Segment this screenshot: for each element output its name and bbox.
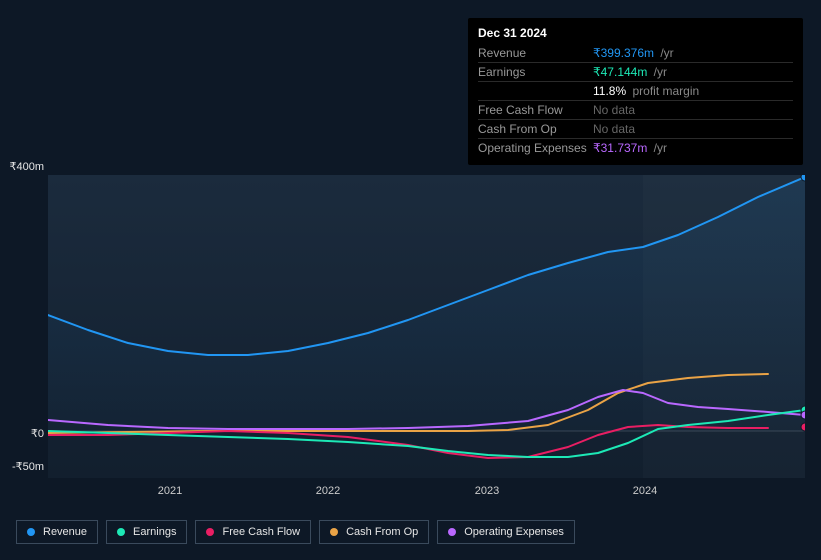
legend-item[interactable]: Earnings xyxy=(106,520,187,544)
legend-item[interactable]: Cash From Op xyxy=(319,520,429,544)
y-axis-label: ₹0 xyxy=(0,427,44,440)
tooltip-row: Revenue₹399.376m /yr xyxy=(478,44,793,62)
tooltip-row: Operating Expenses₹31.737m /yr xyxy=(478,138,793,157)
x-axis-label: 2023 xyxy=(457,485,517,497)
tooltip-label xyxy=(478,84,593,98)
legend-dot-icon xyxy=(27,528,35,536)
tooltip-label: Free Cash Flow xyxy=(478,103,593,117)
legend-dot-icon xyxy=(330,528,338,536)
chart-area xyxy=(48,175,805,478)
chart-legend: Revenue Earnings Free Cash Flow Cash From O… xyxy=(16,520,575,544)
legend-label: Earnings xyxy=(133,526,176,538)
chart-svg xyxy=(48,175,805,478)
x-axis-label: 2022 xyxy=(298,485,358,497)
tooltip-row: Cash From OpNo data xyxy=(478,119,793,138)
y-axis-label: ₹400m xyxy=(0,160,44,173)
y-axis-label: -₹50m xyxy=(0,460,44,473)
legend-label: Revenue xyxy=(43,526,87,538)
tooltip-value: ₹31.737m /yr xyxy=(593,141,667,155)
legend-dot-icon xyxy=(448,528,456,536)
tooltip-value: No data xyxy=(593,103,635,117)
chart-tooltip: Dec 31 2024 Revenue₹399.376m /yrEarnings… xyxy=(468,18,803,165)
tooltip-value: No data xyxy=(593,122,635,136)
legend-item[interactable]: Free Cash Flow xyxy=(195,520,311,544)
x-axis-label: 2024 xyxy=(615,485,675,497)
tooltip-value: 11.8% profit margin xyxy=(593,84,699,98)
legend-dot-icon xyxy=(206,528,214,536)
tooltip-row: Earnings₹47.144m /yr xyxy=(478,62,793,81)
tooltip-date: Dec 31 2024 xyxy=(478,26,793,44)
tooltip-label: Cash From Op xyxy=(478,122,593,136)
tooltip-row: Free Cash FlowNo data xyxy=(478,100,793,119)
legend-label: Cash From Op xyxy=(346,526,418,538)
tooltip-value: ₹399.376m /yr xyxy=(593,46,674,60)
tooltip-row: 11.8% profit margin xyxy=(478,81,793,100)
legend-item[interactable]: Revenue xyxy=(16,520,98,544)
legend-label: Free Cash Flow xyxy=(222,526,300,538)
tooltip-label: Earnings xyxy=(478,65,593,79)
tooltip-value: ₹47.144m /yr xyxy=(593,65,667,79)
x-axis-label: 2021 xyxy=(140,485,200,497)
tooltip-label: Revenue xyxy=(478,46,593,60)
legend-dot-icon xyxy=(117,528,125,536)
legend-label: Operating Expenses xyxy=(464,526,564,538)
legend-item[interactable]: Operating Expenses xyxy=(437,520,575,544)
tooltip-label: Operating Expenses xyxy=(478,141,593,155)
